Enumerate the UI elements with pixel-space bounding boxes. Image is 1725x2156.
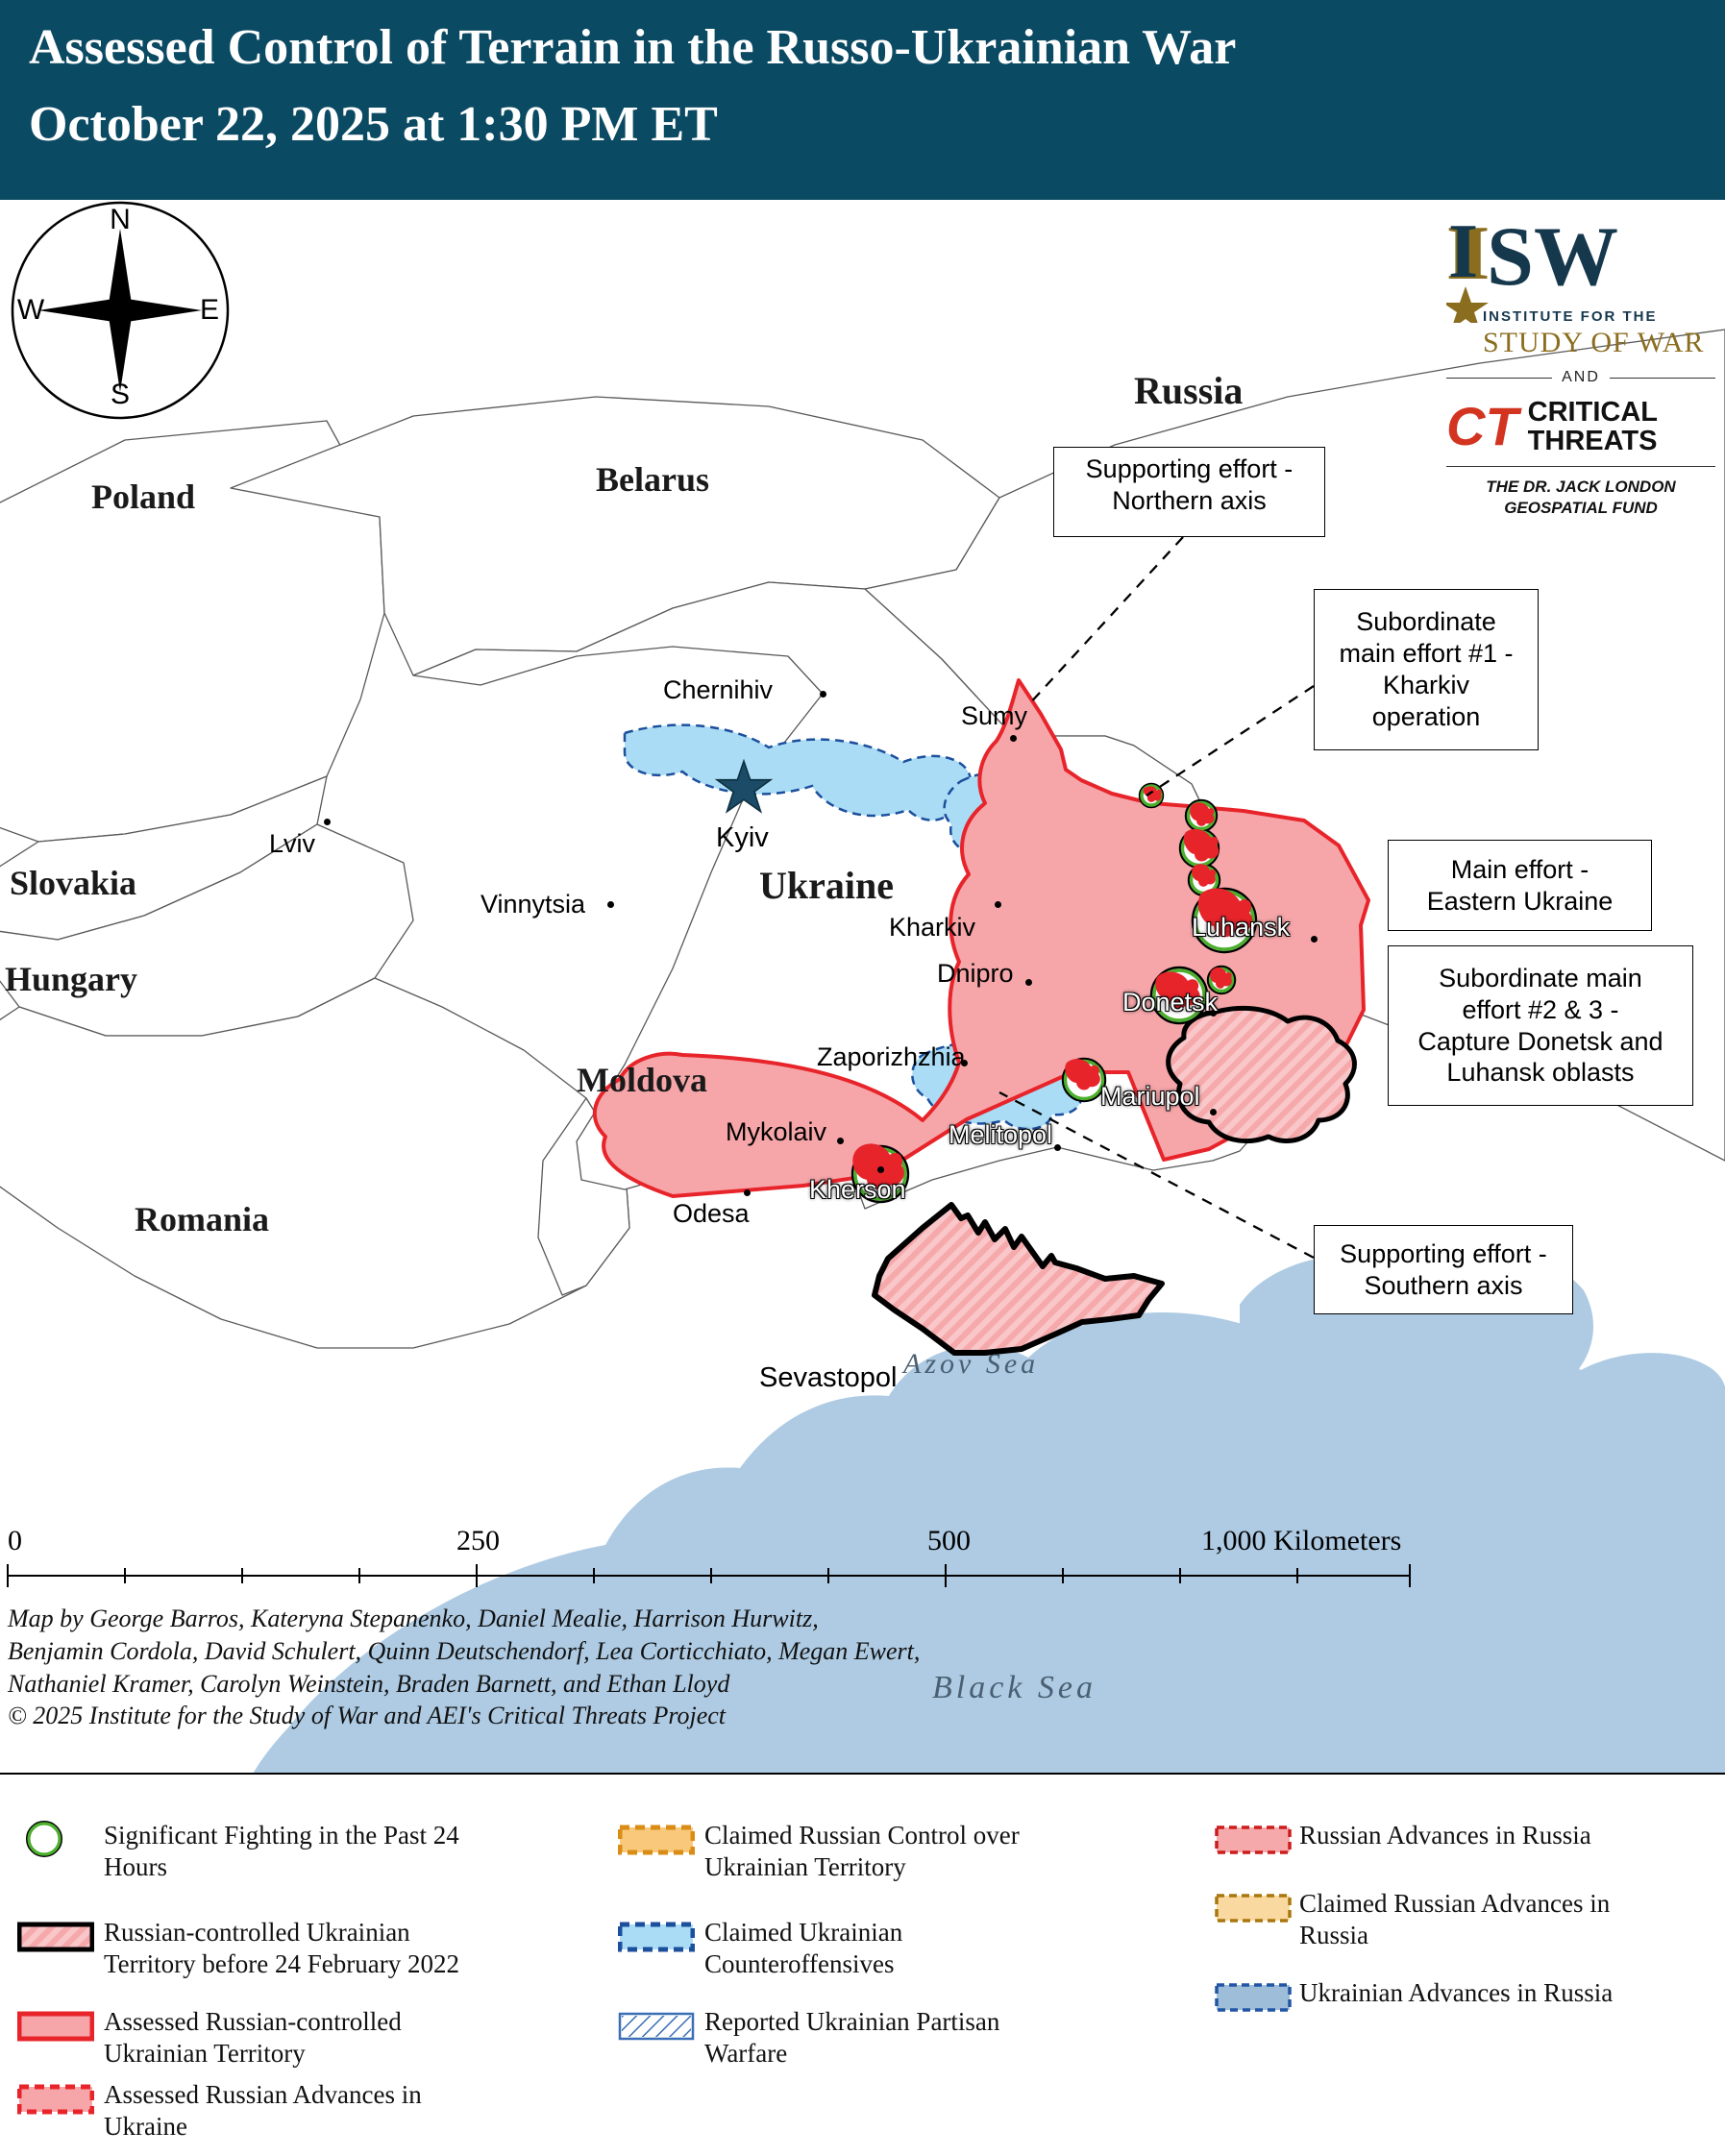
- svg-text:N: N: [110, 204, 131, 235]
- svg-text:S: S: [111, 379, 130, 410]
- svg-text:SW: SW: [1487, 219, 1618, 304]
- svg-text:I: I: [1448, 219, 1478, 294]
- svg-text:W: W: [17, 294, 45, 326]
- svg-text:E: E: [200, 294, 219, 326]
